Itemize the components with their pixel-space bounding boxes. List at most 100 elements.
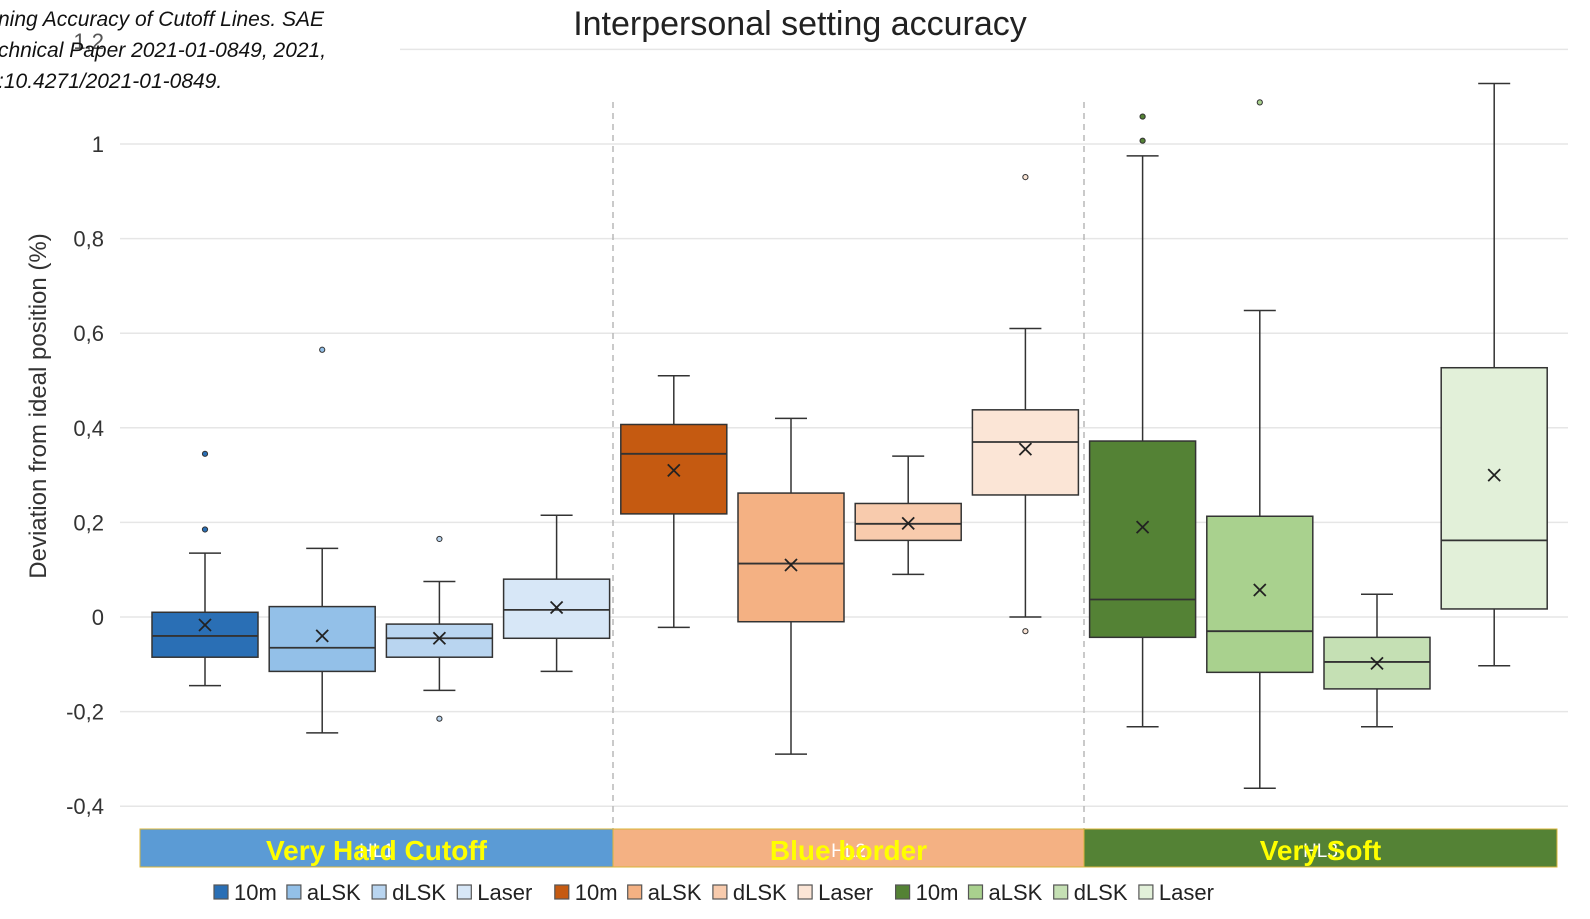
outlier-point	[201, 526, 209, 533]
y-tick-labels: -0,4 -0,2 0 0,2 0,4 0,6 0,8 1 1,2	[66, 29, 104, 819]
legend-item: dLSK	[1053, 880, 1128, 905]
legend-swatch	[627, 884, 643, 900]
mean-marker	[784, 558, 798, 572]
legend-label: aLSK	[648, 880, 702, 905]
y-tick-label: 0,6	[73, 321, 104, 346]
mean-marker-stroke	[315, 629, 329, 643]
box-hl3-10m	[1088, 113, 1197, 728]
y-tick-label: 1,2	[73, 29, 104, 54]
legend-item: Laser	[797, 880, 873, 905]
box-iqr	[268, 605, 376, 673]
legend-label: aLSK	[307, 880, 361, 905]
legend-swatch	[456, 884, 472, 900]
mean-marker	[198, 618, 212, 632]
group-band-rect	[1083, 828, 1558, 868]
legend-swatch	[1138, 884, 1154, 900]
mean-marker-stroke	[1018, 442, 1033, 456]
legend-label: Laser	[477, 880, 532, 905]
legend-swatch	[213, 884, 229, 900]
gridlines	[120, 48, 1568, 807]
legend-label: dLSK	[1074, 880, 1128, 905]
citation-line-2: chnical Paper 2021-01-0849, 2021,	[0, 39, 327, 62]
y-tick-label: 1	[92, 132, 104, 157]
legend-label: dLSK	[733, 880, 787, 905]
group-label: HL2	[831, 841, 866, 862]
legend-swatch	[712, 884, 728, 900]
y-tick-label: -0,2	[66, 700, 104, 725]
outlier-point	[1139, 137, 1146, 144]
outlier-point	[319, 346, 326, 353]
mean-marker-stroke	[432, 631, 447, 645]
legend-swatch	[797, 884, 813, 900]
group-overlay-label: Very Soft	[1260, 835, 1381, 866]
box-hl1-dlsk	[385, 535, 494, 722]
legend-item: dLSK	[371, 880, 446, 905]
legend-swatch	[894, 884, 911, 900]
group-band-rect	[139, 828, 614, 868]
box-iqr	[854, 502, 962, 542]
box-iqr	[1088, 440, 1197, 639]
legend-swatch	[286, 884, 302, 900]
legend-item: dLSK	[712, 880, 787, 905]
mean-marker-stroke	[549, 600, 564, 615]
outlier-point	[201, 450, 209, 457]
box-hl2-laser	[971, 174, 1080, 635]
box-hl3-dlsk	[1323, 593, 1431, 728]
legend-item: aLSK	[627, 880, 702, 905]
legend-label: Laser	[818, 880, 873, 905]
legend: 10m aLSK dLSK Laser 10m aLSK dLSK Laser 10m aLSK d…	[213, 880, 1214, 905]
box-iqr	[1440, 366, 1548, 610]
legend-swatch	[554, 884, 570, 900]
y-tick-label: 0	[92, 605, 104, 630]
box-hl3-alsk	[1206, 99, 1314, 789]
mean-marker	[432, 631, 447, 645]
legend-item: 10m	[894, 880, 959, 905]
legend-swatch	[371, 884, 387, 900]
mean-marker-stroke	[667, 463, 681, 478]
box-iqr	[971, 409, 1080, 496]
mean-marker-stroke	[901, 516, 915, 530]
group-dividers	[612, 102, 1085, 868]
legend-swatch	[967, 884, 984, 900]
legend-swatch	[1053, 884, 1069, 900]
mean-marker-stroke	[198, 618, 212, 632]
legend-label: 10m	[575, 880, 618, 905]
mean-marker-stroke	[784, 558, 798, 572]
citation-line-1: ning Accuracy of Cutoff Lines. SAE	[0, 8, 325, 31]
box-iqr	[1206, 515, 1314, 674]
outlier-point	[436, 715, 443, 722]
box-iqr	[737, 492, 845, 623]
mean-marker	[901, 516, 915, 530]
mean-marker-stroke	[1370, 656, 1384, 670]
y-tick-label: -0,4	[66, 794, 104, 819]
citation-line-3: :10.4271/2021-01-0849.	[0, 70, 223, 93]
legend-label: 10m	[916, 880, 959, 905]
y-tick-label: 0,2	[73, 510, 104, 535]
legend-label: 10m	[234, 880, 277, 905]
mean-marker	[667, 463, 681, 478]
outlier-point	[1139, 113, 1146, 120]
mean-marker-stroke	[1487, 468, 1501, 482]
citation-text: ning Accuracy of Cutoff Lines. SAE chnic…	[0, 4, 418, 97]
mean-marker	[549, 600, 564, 615]
box-hl1-10m	[151, 450, 259, 687]
box-iqr	[385, 623, 494, 658]
mean-marker	[1135, 520, 1150, 534]
group-overlay-label: Very Hard Cutoff	[266, 835, 488, 866]
outlier-point	[1022, 174, 1029, 181]
box-hl2-dlsk	[854, 455, 962, 576]
outlier-point	[1256, 99, 1263, 106]
legend-label: Laser	[1159, 880, 1214, 905]
y-tick-label: 0,4	[73, 416, 104, 441]
legend-item: Laser	[1138, 880, 1214, 905]
group-overlay-label: Blue border	[770, 835, 927, 866]
legend-item: 10m	[213, 880, 277, 905]
chart-title: Interpersonal setting accuracy	[573, 5, 1027, 43]
box-hl2-10m	[620, 375, 728, 629]
outlier-point	[436, 535, 443, 543]
